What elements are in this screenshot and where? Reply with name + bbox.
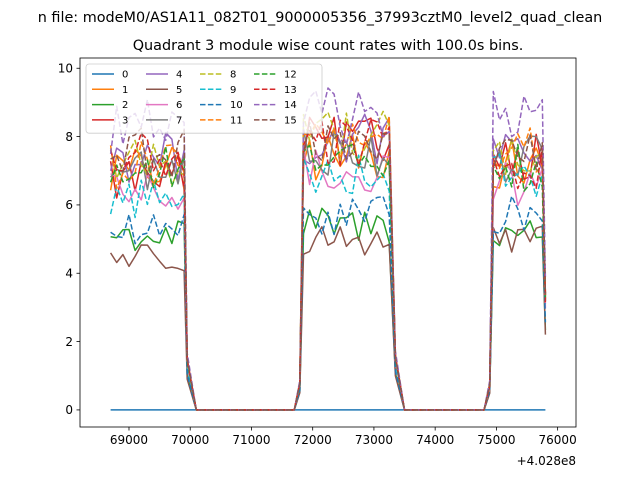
legend-label-13: 13: [284, 85, 297, 96]
figure-suptitle: n file: modeM0/AS1A11_082T01_9000005356_…: [38, 10, 603, 26]
legend-label-1: 1: [122, 85, 128, 96]
series-line-6: [110, 146, 547, 411]
legend-label-7: 7: [176, 115, 182, 126]
legend-label-12: 12: [284, 70, 297, 81]
series-line-13: [109, 118, 547, 411]
series-line-2: [110, 207, 547, 411]
x-tick-label: 74000: [416, 433, 454, 447]
legend-label-14: 14: [284, 100, 297, 111]
x-tick-label: 72000: [294, 433, 332, 447]
series-line-14: [109, 87, 547, 411]
legend-label-8: 8: [230, 70, 236, 81]
series-line-9: [109, 153, 547, 411]
series-line-10: [110, 195, 547, 411]
legend-label-2: 2: [122, 100, 128, 111]
legend-label-11: 11: [230, 115, 243, 126]
x-tick-label: 71000: [232, 433, 270, 447]
x-tick-label: 73000: [355, 433, 393, 447]
series-line-7: [110, 128, 547, 411]
y-tick-label: 8: [65, 130, 73, 144]
x-tick-label: 70000: [171, 433, 209, 447]
legend-label-6: 6: [176, 100, 182, 111]
x-offset-label: +4.028e8: [517, 454, 576, 468]
axes: 69000 70000 71000 72000 73000 74000 75000 76000…: [58, 57, 577, 447]
x-tick-label: 75000: [477, 433, 515, 447]
legend-label-3: 3: [122, 115, 128, 126]
x-tick-label: 76000: [539, 433, 577, 447]
y-tick-label: 10: [58, 62, 73, 76]
y-tick-label: 0: [65, 403, 73, 417]
x-tick-label: 69000: [110, 433, 148, 447]
legend-label-5: 5: [176, 85, 182, 96]
legend-label-15: 15: [284, 115, 297, 126]
axes-frame: [79, 57, 577, 428]
legend-label-0: 0: [122, 70, 128, 81]
series-line-5: [109, 225, 547, 411]
y-tick-label: 6: [65, 198, 73, 212]
legend-box: [85, 63, 323, 134]
plot-area: [109, 87, 547, 411]
y-tick-label: 4: [65, 267, 73, 281]
legend-label-4: 4: [176, 70, 182, 81]
legend-label-10: 10: [230, 100, 243, 111]
chart-title: Quadrant 3 module wise count rates with …: [133, 38, 524, 54]
legend-label-9: 9: [230, 85, 236, 96]
y-tick-label: 2: [65, 335, 73, 349]
series-line-12: [109, 143, 547, 411]
series-line-15: [110, 121, 547, 411]
